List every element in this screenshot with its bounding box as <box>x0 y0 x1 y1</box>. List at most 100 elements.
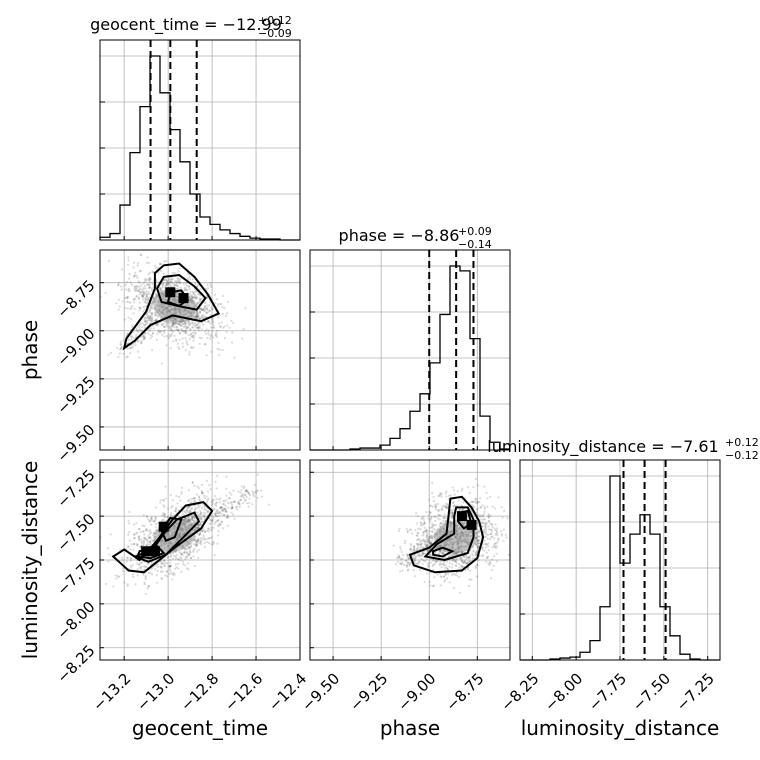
sample-point <box>417 531 420 535</box>
sample-point <box>173 326 176 329</box>
sample-point <box>238 503 242 506</box>
sample-point <box>408 556 411 560</box>
sample-point <box>465 562 468 565</box>
sample-point <box>236 505 239 508</box>
sample-point <box>487 516 490 519</box>
sample-point <box>164 320 168 324</box>
sample-point <box>488 560 491 563</box>
sample-point <box>494 542 497 545</box>
sample-point <box>146 278 149 281</box>
sample-point <box>240 485 243 488</box>
sample-point <box>198 539 202 542</box>
sample-point <box>187 554 190 557</box>
sample-point <box>138 309 141 312</box>
sample-point <box>137 280 140 283</box>
sample-point <box>177 509 180 512</box>
sample-point <box>481 522 484 525</box>
sample-point <box>240 495 243 498</box>
sample-point <box>452 558 456 562</box>
sample-point <box>227 496 231 500</box>
sample-point <box>159 330 162 333</box>
sample-point <box>109 351 113 354</box>
sample-point <box>151 302 154 305</box>
sample-point <box>422 559 425 562</box>
sample-point <box>224 510 227 513</box>
sample-point <box>177 557 180 560</box>
sample-point <box>453 573 457 577</box>
sample-point <box>441 506 444 509</box>
sample-point <box>451 554 454 557</box>
sample-point <box>129 281 132 284</box>
xlabel-geocent-time: geocent_time <box>132 716 268 740</box>
sample-point <box>500 534 503 537</box>
sample-point <box>128 539 131 542</box>
title-luminosity-distance: luminosity_distance = −7.61 <box>487 437 718 457</box>
sample-point <box>139 287 142 290</box>
sample-point <box>474 565 478 568</box>
sample-point <box>440 551 443 554</box>
sample-point <box>203 505 206 508</box>
sample-point <box>210 536 213 539</box>
sample-point <box>223 337 226 340</box>
sample-point <box>143 336 146 339</box>
sample-point <box>481 504 484 507</box>
sample-point <box>191 517 194 520</box>
sample-point <box>203 343 206 346</box>
sample-point <box>206 336 209 340</box>
sample-point <box>185 284 189 287</box>
sample-point <box>476 501 479 505</box>
sample-point <box>169 329 172 332</box>
sample-point <box>454 564 457 567</box>
sample-point <box>195 543 198 547</box>
sample-point <box>205 495 208 498</box>
sample-point <box>127 519 130 522</box>
sample-point <box>418 552 421 555</box>
sample-point <box>182 560 185 563</box>
sample-point <box>187 516 191 519</box>
sample-point <box>136 531 139 534</box>
sample-point <box>419 554 422 558</box>
sample-point <box>417 555 420 558</box>
sample-point <box>168 572 171 576</box>
sample-point <box>138 527 141 531</box>
sample-point <box>183 510 187 513</box>
sample-point <box>187 499 191 502</box>
pair-panel-content <box>100 460 300 660</box>
sample-point <box>147 273 150 276</box>
sample-point <box>154 516 157 519</box>
sample-point <box>467 556 470 559</box>
sample-point <box>186 510 189 513</box>
sample-point <box>417 560 421 563</box>
sample-point <box>434 505 437 508</box>
sample-point <box>135 543 138 546</box>
sample-point <box>196 284 199 287</box>
sample-point <box>457 509 461 512</box>
sample-point <box>429 541 432 545</box>
sample-point <box>482 512 486 515</box>
sample-point <box>469 554 472 557</box>
sample-point <box>194 520 197 523</box>
sample-point <box>141 524 144 527</box>
sample-point <box>196 303 199 306</box>
sample-point <box>179 281 182 285</box>
sample-point <box>187 553 190 556</box>
sample-point <box>491 558 494 561</box>
sample-point <box>179 324 182 327</box>
sample-point <box>141 544 145 547</box>
sample-point <box>457 563 461 566</box>
sample-point <box>186 567 189 570</box>
sample-point <box>483 532 487 535</box>
sample-point <box>462 565 465 568</box>
sample-point <box>148 536 151 539</box>
sample-point <box>192 278 195 281</box>
sample-point <box>188 509 191 512</box>
sample-point <box>407 568 410 571</box>
sample-point <box>248 493 252 497</box>
sample-point <box>445 517 448 520</box>
sample-point <box>479 505 482 509</box>
sample-point <box>419 543 422 546</box>
histogram-geocent_time <box>99 55 300 241</box>
sample-point <box>186 327 189 330</box>
sample-point <box>200 297 203 301</box>
sample-point <box>434 519 437 523</box>
